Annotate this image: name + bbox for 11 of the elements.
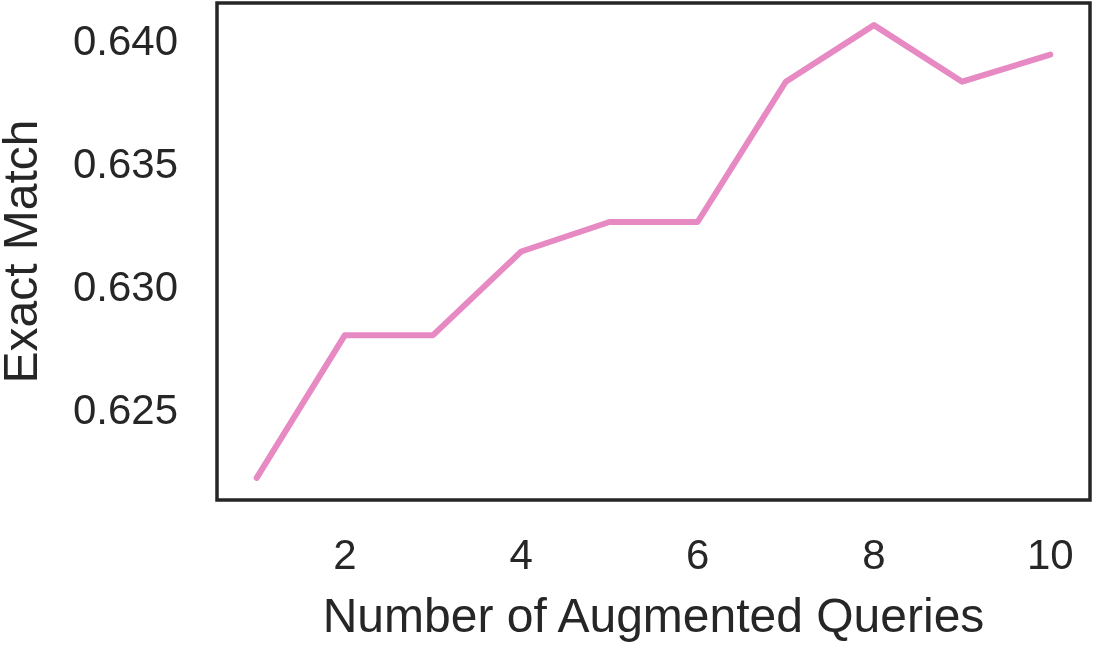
x-tick-label: 6 [685,531,710,578]
x-tick-label: 8 [862,531,886,578]
x-tick-label: 2 [333,531,357,578]
y-tick-label: 0.635 [72,139,178,187]
y-tick-label: 0.630 [72,262,178,310]
x-tick-label: 10 [1026,531,1074,578]
x-tick-label: 4 [509,531,533,578]
y-tick-label: 0.640 [72,16,178,64]
y-tick-label: 0.625 [72,385,178,433]
y-axis-title: Exact Match [0,119,47,384]
x-axis-title: Number of Augmented Queries [322,589,985,642]
